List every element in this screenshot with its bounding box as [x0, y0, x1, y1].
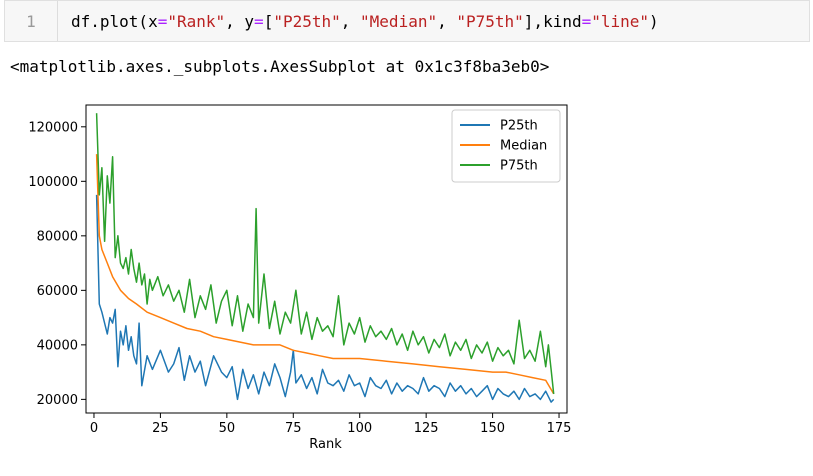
line-number: 1 [5, 1, 58, 41]
x-tick-label: 0 [90, 421, 98, 436]
series-line-p25th [95, 194, 555, 403]
x-tick-label: 50 [219, 421, 236, 436]
plot-frame [85, 104, 568, 414]
legend-label: Median [500, 139, 547, 154]
chart-svg: 0 25 50 75 100 125 150 175 20000 40000 60000 80000 1… [28, 104, 572, 452]
x-tick-label: 100 [347, 421, 372, 436]
y-tick-label: 100000 [28, 175, 78, 190]
code-string: "Rank" [167, 12, 226, 31]
x-axis-label: Rank [309, 437, 342, 452]
series-line-p75th [95, 113, 555, 394]
legend-label: P75th [500, 159, 538, 174]
series-line-median [95, 154, 555, 395]
x-tick-label: 75 [285, 421, 302, 436]
code-token: ) [649, 12, 659, 31]
code-string: "P75th" [456, 12, 524, 31]
line-chart: 0 25 50 75 100 125 150 175 20000 40000 60000 80000 1… [0, 90, 600, 472]
cell-output-text: <matplotlib.axes._subplots.AxesSubplot a… [10, 57, 550, 76]
code-operator: = [157, 12, 168, 31]
y-tick-label: 40000 [37, 338, 78, 353]
x-tick-label: 175 [547, 421, 572, 436]
code-string: "line" [591, 12, 650, 31]
code-token: , y [225, 12, 255, 31]
code-string: "P25th" [273, 12, 341, 31]
code-token: ],kind [523, 12, 582, 31]
code-cell-input[interactable]: 1 df.plot(x="Rank", y=["P25th", "Median"… [4, 0, 810, 42]
code-operator: = [581, 12, 592, 31]
legend-label: P25th [500, 119, 538, 134]
code-token: df.plot(x [71, 12, 158, 31]
x-tick-label: 150 [480, 421, 505, 436]
code-string: "Median" [360, 12, 438, 31]
x-tick-label: 25 [152, 421, 169, 436]
code-token: , [340, 12, 361, 31]
y-tick-label: 20000 [37, 393, 78, 408]
code-token: , [437, 12, 457, 31]
y-tick-label: 120000 [28, 120, 78, 135]
x-tick-label: 125 [414, 421, 439, 436]
code-operator: = [254, 12, 264, 31]
y-tick-label: 60000 [37, 284, 78, 299]
y-tick-label: 80000 [37, 229, 78, 244]
code-token: [ [263, 12, 274, 31]
code-line[interactable]: df.plot(x="Rank", y=["P25th", "Median", … [71, 1, 659, 43]
